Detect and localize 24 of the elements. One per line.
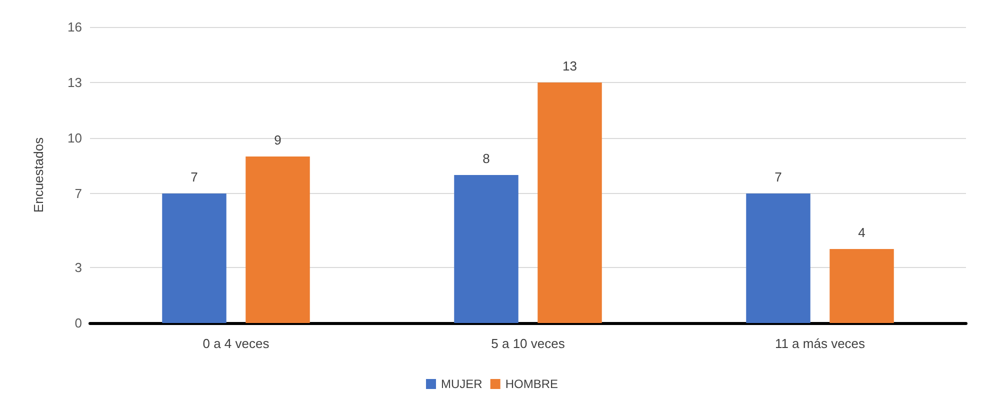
data-label: 13	[562, 58, 577, 74]
data-label: 7	[774, 170, 782, 184]
legend-label: HOMBRE	[505, 377, 558, 391]
y-tick-label: 7	[74, 186, 82, 201]
y-tick-label: 10	[68, 130, 82, 146]
x-tick-label: 11 a más veces	[774, 336, 866, 351]
bar	[830, 249, 894, 323]
legend-label: MUJER	[441, 377, 483, 391]
data-label: 8	[482, 151, 490, 166]
y-tick-label: 16	[68, 20, 82, 34]
y-tick-label: 13	[68, 75, 82, 90]
data-label: 9	[274, 132, 282, 148]
data-label: 7	[190, 170, 198, 184]
bar	[162, 194, 226, 323]
data-label: 4	[858, 225, 866, 240]
y-tick-label: 0	[74, 316, 82, 330]
bar	[454, 175, 518, 323]
y-axis-title: Encuestados	[31, 136, 46, 213]
x-tick-label: 5 a 10 veces	[491, 336, 566, 351]
x-tick-label: 0 a 4 veces	[202, 336, 270, 351]
bar	[538, 82, 602, 323]
bar	[246, 156, 310, 323]
bar	[746, 194, 810, 323]
y-tick-label: 3	[74, 260, 82, 275]
